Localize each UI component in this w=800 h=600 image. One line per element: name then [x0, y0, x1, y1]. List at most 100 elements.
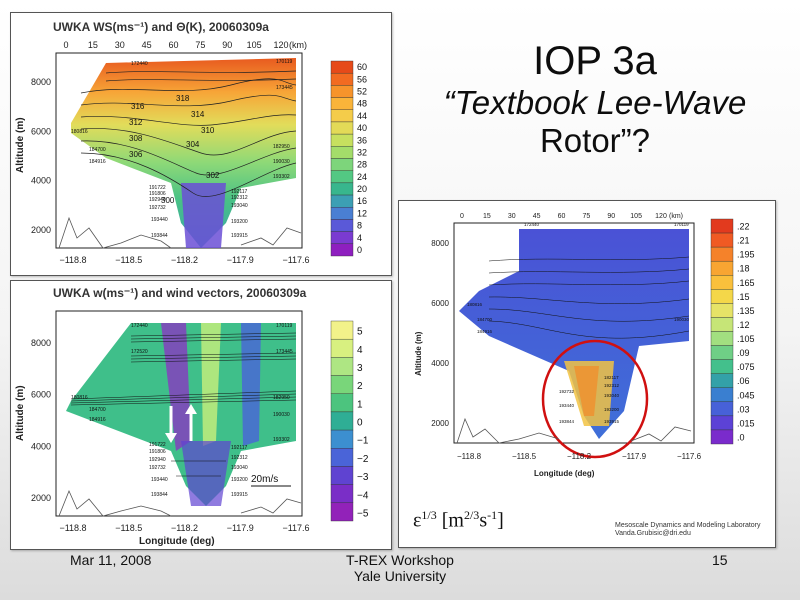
colorbar-cell [330, 207, 354, 220]
eps-top-tick: 45 [533, 213, 541, 220]
ws-theta-labels: 318 316 312 314 308 310 306 304 302 300 [129, 94, 220, 205]
ws-top-ticks: 0 15 30 45 60 75 90 105 120 [63, 40, 288, 50]
colorbar-label: .06 [737, 376, 750, 386]
w-terrain [58, 489, 302, 517]
theta-contour-label: 304 [186, 140, 200, 149]
ws-x-tick: −118.2 [171, 255, 198, 265]
flight-leg-label: 193915 [231, 492, 248, 498]
colorbar-cell [330, 375, 354, 394]
flight-leg-label: 193915 [604, 419, 620, 424]
epsilon-units-suffix: ] [497, 509, 504, 532]
flight-leg-label: 184700 [477, 317, 493, 322]
colorbar-cell [330, 411, 354, 431]
flight-leg-label: 192312 [604, 383, 620, 388]
colorbar-cell [710, 317, 734, 332]
eps-top-tick: 15 [483, 213, 491, 220]
flight-leg-label: 170119 [276, 323, 293, 329]
colorbar-cell [330, 146, 354, 159]
theta-contour-label: 318 [176, 94, 190, 103]
eps-x-tick: −118.2 [567, 452, 592, 461]
colorbar-cell [330, 429, 354, 449]
flight-leg-label: 182117 [604, 375, 619, 380]
colorbar-label: .135 [737, 306, 755, 316]
colorbar-label: 48 [357, 99, 367, 109]
w-flight-leg-labels: 172440 170119 172520 173445 180816 182950 1847… [71, 323, 293, 498]
flight-leg-label: 193302 [273, 174, 290, 180]
ws-y-tick: 2000 [31, 225, 51, 235]
flight-leg-label: 192732 [149, 205, 166, 211]
eps-x-label: Longitude (deg) [534, 469, 595, 478]
colorbar-label: 60 [357, 62, 367, 72]
epsilon-units-prefix: [m [436, 509, 464, 532]
colorbar-label: 56 [357, 74, 367, 84]
eps-top-tick: 0 [460, 213, 464, 220]
w-x-tick: −117.9 [227, 523, 254, 533]
flight-leg-label: 173445 [276, 85, 293, 91]
ws-y-tick: 6000 [31, 126, 51, 136]
w-plot-title: UWKA w(ms⁻¹) and wind vectors, 20060309a [53, 286, 307, 300]
ws-field [71, 58, 296, 248]
flight-leg-label: 170119 [276, 59, 293, 65]
flight-leg-label: 193200 [231, 219, 248, 225]
ws-theta-contours [80, 70, 297, 197]
theta-contour-label: 316 [131, 102, 145, 111]
ws-x-tick: −117.6 [282, 255, 309, 265]
eps-top-unit: (km) [669, 213, 683, 220]
epsilon-units-exp1: 2/3 [463, 508, 480, 522]
colorbar-cell [710, 218, 734, 234]
colorbar-label: −1 [357, 436, 369, 447]
eps-x-tick: −117.9 [622, 452, 647, 461]
flight-leg-label: 193040 [231, 465, 248, 471]
colorbar-label: −5 [357, 508, 369, 519]
colorbar-label: 12 [357, 208, 367, 218]
flight-leg-label: 191722 [149, 442, 166, 448]
colorbar-label: 36 [357, 135, 367, 145]
w-y-tick: 4000 [31, 441, 51, 451]
colorbar-label: 4 [357, 345, 363, 356]
ws-core [181, 183, 226, 248]
flight-leg-label: 193302 [273, 437, 290, 443]
rotor-highlight-ellipse [541, 339, 649, 459]
colorbar-cell [710, 260, 734, 276]
colorbar-label: .18 [737, 264, 750, 274]
eps-contours [488, 256, 690, 339]
flight-leg-label: 172440 [131, 61, 148, 67]
colorbar-label: 4 [357, 233, 362, 243]
colorbar-cell [710, 373, 734, 388]
colorbar-cell [330, 502, 354, 522]
colorbar-label: 3 [357, 363, 363, 374]
w-updraft-band [201, 323, 221, 446]
colorbar-label: .21 [737, 236, 750, 246]
theta-contour-label: 308 [129, 134, 143, 143]
ws-top-tick: 30 [115, 40, 125, 50]
theta-contour-label: 302 [206, 171, 220, 180]
colorbar-label: 8 [357, 221, 362, 231]
eps-y-tick: 2000 [431, 419, 449, 428]
colorbar-cell [330, 60, 354, 74]
colorbar-cell [710, 359, 734, 374]
colorbar-cell [710, 275, 734, 290]
ws-top-tick: 0 [63, 40, 68, 50]
eps-y-ticks: 8000 6000 4000 2000 [431, 239, 449, 428]
ws-flight-leg-labels: 172440 170119 173445 180816 184700 184916 1829… [71, 59, 293, 239]
eps-top-tick: 120 [655, 213, 667, 220]
colorbar-cell [330, 357, 354, 376]
colorbar-cell [710, 289, 734, 304]
title-line-1: IOP 3a [533, 39, 657, 83]
colorbar-label: 28 [357, 160, 367, 170]
flight-leg-label: 182950 [273, 395, 290, 401]
w-x-ticks: −118.8 −118.5 −118.2 −117.9 −117.6 [59, 523, 309, 533]
w-downdraft-band-2 [241, 323, 261, 446]
epsilon-plot: 0 15 30 45 60 75 90 105 120 (km) 172440 170119 180… [414, 213, 755, 478]
w-vectors-panel: UWKA w(ms⁻¹) and wind vectors, 20060309a… [10, 280, 392, 550]
flight-leg-label: 184916 [89, 159, 106, 165]
theta-contour-label: 300 [161, 196, 175, 205]
colorbar-cell [330, 466, 354, 485]
w-y-tick: 2000 [31, 493, 51, 503]
epsilon-units-label: ε1/3 [m2/3s-1] [413, 508, 504, 533]
footer-event-line-2: Yale University [353, 568, 447, 584]
colorbar-label: .165 [737, 278, 755, 288]
colorbar-label: 0 [357, 418, 363, 429]
ws-top-tick: 120 [273, 40, 288, 50]
eps-top-tick: 90 [607, 213, 615, 220]
